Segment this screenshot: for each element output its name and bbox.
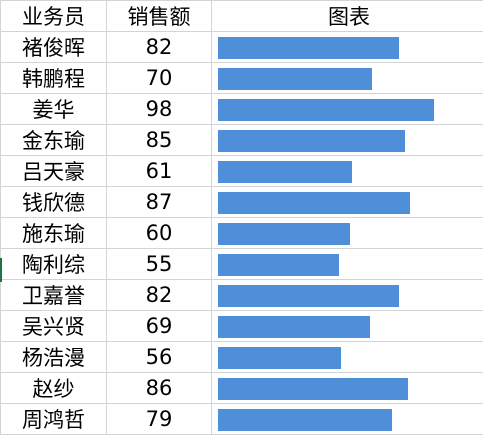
chart-cell[interactable] (211, 62, 483, 94)
data-bar (218, 223, 350, 245)
chart-cell[interactable] (211, 372, 483, 404)
data-bar (218, 409, 392, 431)
chart-cell[interactable] (211, 124, 483, 156)
table-row: 吕天豪 61 (0, 155, 483, 187)
table-row: 赵纱 86 (0, 372, 483, 404)
sales-amount-cell[interactable]: 85 (106, 124, 212, 156)
data-bar (218, 347, 341, 369)
data-bar (218, 161, 352, 183)
chart-cell[interactable] (211, 279, 483, 311)
active-row-marker (0, 258, 2, 282)
salesperson-name-cell[interactable]: 褚俊晖 (0, 31, 107, 63)
sales-amount-cell[interactable]: 69 (106, 310, 212, 342)
table-row: 陶利综 55 (0, 248, 483, 280)
salesperson-name-cell[interactable]: 周鸿哲 (0, 403, 107, 435)
chart-cell[interactable] (211, 341, 483, 373)
table-row: 卫嘉誉 82 (0, 279, 483, 311)
sales-amount-cell[interactable]: 86 (106, 372, 212, 404)
sales-amount-cell[interactable]: 79 (106, 403, 212, 435)
chart-cell[interactable] (211, 403, 483, 435)
salesperson-name-cell[interactable]: 赵纱 (0, 372, 107, 404)
sales-amount-cell[interactable]: 60 (106, 217, 212, 249)
data-bar (218, 285, 399, 307)
salesperson-name-cell[interactable]: 施东瑜 (0, 217, 107, 249)
salesperson-name-cell[interactable]: 吕天豪 (0, 155, 107, 187)
table-row: 钱欣德 87 (0, 186, 483, 218)
salesperson-name-cell[interactable]: 姜华 (0, 93, 107, 125)
salesperson-name-cell[interactable]: 金东瑜 (0, 124, 107, 156)
data-bar (218, 37, 399, 59)
sales-amount-cell[interactable]: 61 (106, 155, 212, 187)
salesperson-name-cell[interactable]: 钱欣德 (0, 186, 107, 218)
table-row: 姜华 98 (0, 93, 483, 125)
sales-amount-cell[interactable]: 98 (106, 93, 212, 125)
salesperson-name-cell[interactable]: 陶利综 (0, 248, 107, 280)
table-row: 吴兴贤 69 (0, 310, 483, 342)
data-bar (218, 378, 408, 400)
sales-amount-cell[interactable]: 82 (106, 279, 212, 311)
salesperson-name-cell[interactable]: 杨浩漫 (0, 341, 107, 373)
data-bar (218, 99, 434, 121)
sales-amount-cell[interactable]: 56 (106, 341, 212, 373)
table-row: 杨浩漫 56 (0, 341, 483, 373)
chart-cell[interactable] (211, 31, 483, 63)
data-bar (218, 192, 410, 214)
header-sales-cell[interactable]: 销售额 (106, 0, 212, 32)
header-name-cell[interactable]: 业务员 (0, 0, 107, 32)
data-bar (218, 316, 370, 338)
data-bar (218, 68, 372, 90)
sales-amount-cell[interactable]: 82 (106, 31, 212, 63)
data-bar (218, 130, 405, 152)
sales-amount-cell[interactable]: 87 (106, 186, 212, 218)
salesperson-name-cell[interactable]: 韩鹏程 (0, 62, 107, 94)
sales-amount-cell[interactable]: 70 (106, 62, 212, 94)
table-row: 韩鹏程 70 (0, 62, 483, 94)
chart-cell[interactable] (211, 93, 483, 125)
table-row: 施东瑜 60 (0, 217, 483, 249)
sales-amount-cell[interactable]: 55 (106, 248, 212, 280)
chart-cell[interactable] (211, 217, 483, 249)
table-row: 周鸿哲 79 (0, 403, 483, 435)
table-row: 褚俊晖 82 (0, 31, 483, 63)
chart-cell[interactable] (211, 310, 483, 342)
salesperson-name-cell[interactable]: 卫嘉誉 (0, 279, 107, 311)
chart-cell[interactable] (211, 155, 483, 187)
chart-cell[interactable] (211, 248, 483, 280)
header-chart-cell[interactable]: 图表 (211, 0, 483, 32)
data-bar (218, 254, 339, 276)
chart-cell[interactable] (211, 186, 483, 218)
table-row: 金东瑜 85 (0, 124, 483, 156)
header-row: 业务员 销售额 图表 (0, 0, 483, 32)
salesperson-name-cell[interactable]: 吴兴贤 (0, 310, 107, 342)
